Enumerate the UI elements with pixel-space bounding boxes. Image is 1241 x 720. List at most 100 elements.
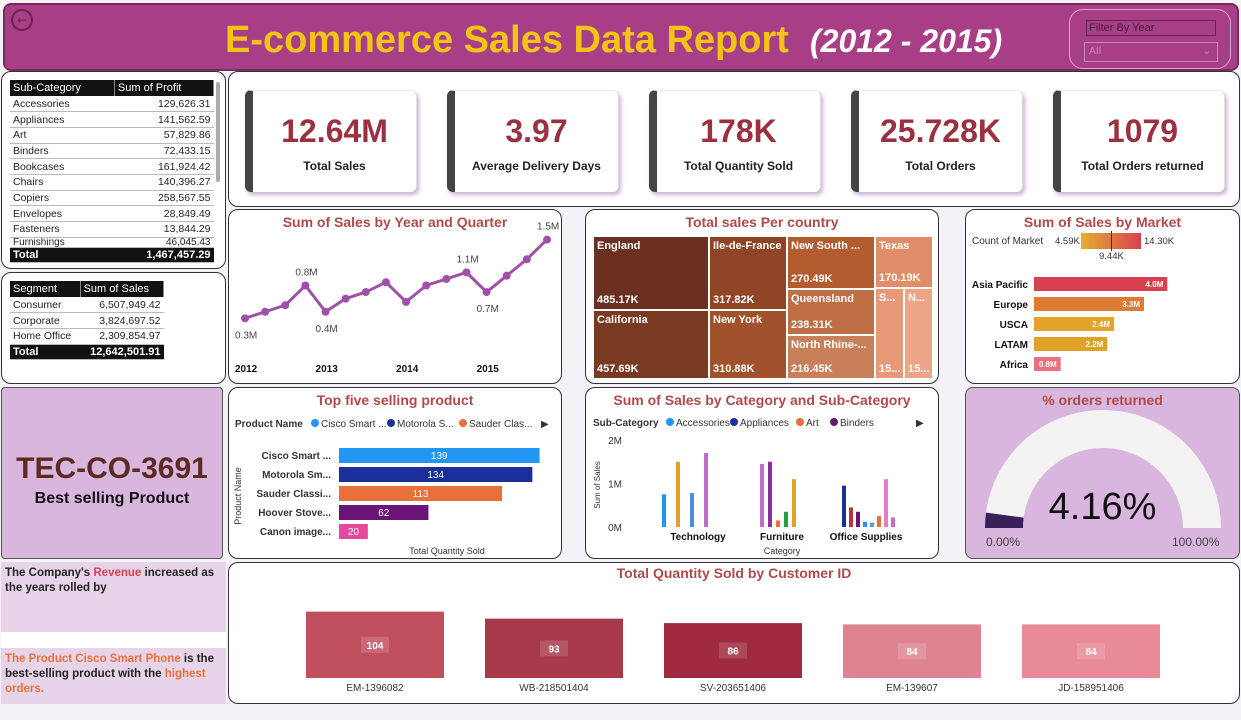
cell-profit: 258,567.55 [114,190,214,207]
sub-category-bar [784,511,788,527]
sub-category-bar [877,516,881,527]
gauge-track [985,410,1221,528]
top-five-panel: Top five selling product Product Name Cis… [228,387,562,559]
data-label: 2.4M [1092,320,1110,329]
table-row[interactable]: Bookcases 161,924.42 [10,158,214,175]
kpi-label: Total Quantity Sold [683,159,794,173]
market-bar-chart: Asia Pacific 4.0M Europe 3.3M USCA 2.4M LATAM 2… [972,277,1168,371]
category-chart-panel: Sum of Sales by Category and Sub-Categor… [585,387,939,559]
treemap-cell[interactable]: New South ... 270.49K [787,236,875,289]
total-value: 1,467,457.29 [114,247,214,264]
data-point [502,271,511,280]
cell-profit: 46,045.43 [114,237,214,248]
sub-category-bar [690,493,694,527]
table-row[interactable]: Home Office 2,309,854.97 [10,328,164,345]
cell-value: 310.88K [713,363,755,375]
table-row[interactable]: Furnishings 46,045.43 [10,237,214,248]
treemap-cell[interactable]: S... 15... [875,288,904,379]
x-tick-label: 2015 [477,364,500,375]
table-row[interactable]: Appliances 141,562.59 [10,111,214,128]
total-value: 12,642,501.91 [80,344,164,361]
column-header[interactable]: Segment [10,281,81,297]
cell-name: Texas [879,240,910,252]
data-label: 1.5M [537,222,559,233]
cell-profit: 28,849.49 [114,205,214,222]
cell-profit: 141,562.59 [114,111,214,128]
sub-category-bar [856,511,860,527]
treemap-cell[interactable]: Queensland 238.31K [787,289,875,335]
category-label: Furniture [760,532,804,543]
data-point [522,255,531,264]
cell-segment: Corporate [10,312,81,329]
cell-name: North Rhine-... [791,339,867,351]
category-label: JD-158951406 [1058,683,1124,694]
scrollbar[interactable] [216,82,220,182]
cell-segment: Home Office [10,328,81,345]
note-text: is the best-selling product with the [5,653,214,680]
note-revenue: The Company's Revenue increased as the y… [1,562,226,632]
data-point [321,307,330,316]
cell-subcategory: Furnishings [10,237,115,248]
treemap-cell[interactable]: Ile-de-France 317.82K [709,236,787,310]
cell-profit: 72,433.15 [114,143,214,160]
sub-category-bar [870,522,874,527]
table-row[interactable]: Copiers 258,567.55 [10,190,214,207]
legend-next-icon: ▶ [916,418,924,429]
table-row[interactable]: Art 57,829.86 [10,127,214,144]
table-row[interactable]: Binders 72,433.15 [10,143,214,160]
table-row[interactable]: Chairs 140,396.27 [10,174,214,191]
column-header[interactable]: Sum of Sales [80,281,165,297]
legend-swatch [459,419,467,427]
back-arrow-icon[interactable]: ← [11,9,33,31]
table-row[interactable]: Envelopes 28,849.49 [10,205,214,222]
treemap-cell[interactable]: New York 310.88K [709,310,787,379]
note-highlight: Revenue [93,567,142,579]
data-point [543,235,551,244]
kpi-card-delivery-days: 3.97 Average Delivery Days [447,90,619,192]
legend-label: Count of Market [972,236,1044,247]
y-tick-label: 0M [608,523,622,534]
line-chart: 2012 2013 2014 2015 0.3M 0.8M 0.4M 1.1M 0.7M 1.5M [235,222,559,375]
best-product-label: Best selling Product [34,490,190,507]
treemap-cell[interactable]: Texas 170.19K [875,236,933,288]
sub-category-bar [662,494,666,527]
category-label: EM-1396082 [346,683,404,694]
y-axis-label: Sum of Sales [593,461,602,509]
category-label: Hoover Stove... [258,508,331,519]
treemap-cell[interactable]: North Rhine-... 216.45K [787,335,875,379]
sub-category-bar [891,517,895,527]
cell-name: California [597,314,648,326]
table-row[interactable]: Accessories 129,626.31 [10,96,214,113]
table-row[interactable]: Corporate 3,824,697.52 [10,312,164,329]
line-chart-panel: Sum of Sales by Year and Quarter 2012 201… [228,209,562,384]
legend-swatch [311,419,319,427]
column-header[interactable]: Sub-Category [10,80,115,96]
legend-item: Sauder Clas... [469,419,532,430]
cell-value: 270.49K [791,273,833,285]
cell-name: S... [879,292,896,304]
customer-bar [664,623,802,678]
best-product-card: TEC-CO-3691 Best selling Product [1,387,223,559]
cell-profit: 13,844.29 [114,221,214,238]
year-filter-select[interactable]: All ⌄ [1084,42,1218,62]
data-point [381,278,390,287]
treemap-cell[interactable]: California 457.69K [593,310,709,379]
report-years: (2012 - 2015) [810,23,1003,59]
cell-name: England [597,240,641,252]
legend-swatch [730,418,738,426]
sales-line [244,238,549,320]
segment-table: Segment Sum of Sales Consumer 6,507,949.42… [10,281,165,361]
sub-category-bar [768,461,772,527]
data-point [482,288,491,297]
x-tick-label: 2013 [316,364,339,375]
table-row[interactable]: Fasteners 13,844.29 [10,221,214,238]
treemap-cell[interactable]: England 485.17K [593,236,709,310]
treemap-cell[interactable]: N... 15... [904,288,933,379]
sub-category-bar [792,479,796,527]
category-label: EM-139607 [886,683,938,694]
table-row[interactable]: Consumer 6,507,949.42 [10,297,164,314]
cell-sales: 3,824,697.52 [80,312,164,329]
data-point [402,297,411,306]
data-label: 0.4M [316,324,338,335]
column-header[interactable]: Sum of Profit [114,80,215,96]
